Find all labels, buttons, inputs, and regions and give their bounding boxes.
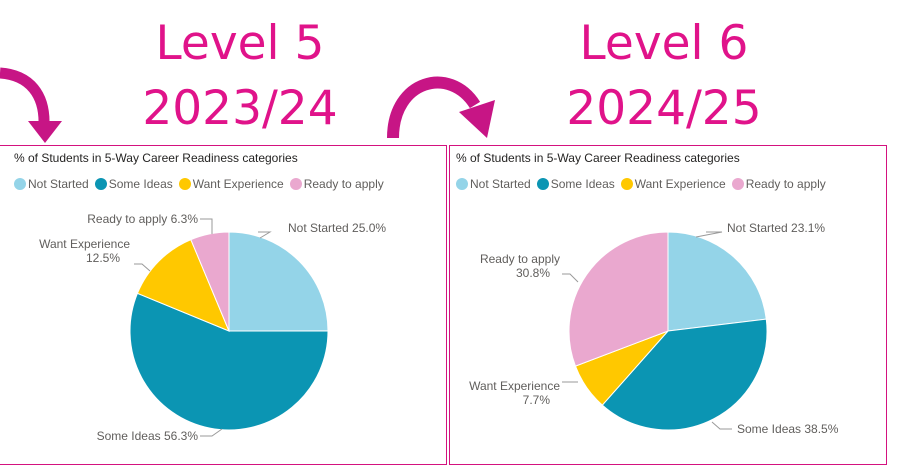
slice-ready-to-apply[interactable]	[568, 231, 669, 367]
level-5-heading: Level 5	[155, 16, 325, 71]
data-label-not-started: Not Started 25.0%	[288, 221, 386, 235]
legend-label: Want Experience	[192, 177, 284, 191]
slice-some-ideas[interactable]	[601, 318, 768, 431]
legend-item-want-experience[interactable]: Want Experience	[178, 177, 284, 191]
legend-item-not-started[interactable]: Not Started	[14, 177, 89, 191]
leader-line	[200, 428, 223, 437]
leader-line	[711, 421, 732, 430]
legend-dot	[14, 178, 26, 190]
legend-item-some-ideas[interactable]: Some Ideas	[536, 177, 615, 191]
middle-curved-arrow-icon	[387, 76, 495, 139]
legend-label: Want Experience	[634, 177, 726, 191]
left-chart-panel: % of Students in 5-Way Career Readiness …	[0, 145, 447, 465]
chart-title: % of Students in 5-Way Career Readiness …	[14, 151, 298, 165]
leader-line	[134, 263, 151, 272]
legend-label: Some Ideas	[550, 177, 615, 191]
slice-ready-to-apply[interactable]	[190, 231, 230, 332]
legend-item-want-experience[interactable]: Want Experience	[620, 177, 726, 191]
legend-label: Some Ideas	[108, 177, 173, 191]
legend-dot	[620, 178, 633, 190]
leader-line	[258, 231, 272, 239]
level-6-heading: Level 6	[579, 16, 749, 71]
chart-title: % of Students in 5-Way Career Readiness …	[456, 151, 740, 165]
slice-not-started[interactable]	[228, 231, 329, 332]
legend-dot	[289, 178, 302, 190]
legend-dot	[731, 178, 744, 190]
legend-label: Not Started	[28, 177, 89, 191]
legend-label: Ready to apply	[303, 177, 384, 191]
data-label-want-experience: Want Experience 12.5%	[39, 237, 130, 265]
legend-dot	[536, 178, 549, 190]
pie-chart-right: Not Started 23.1% Some Ideas 38.5% Want Ex…	[469, 221, 839, 436]
leader-line	[562, 273, 579, 283]
slice-some-ideas[interactable]	[129, 292, 329, 431]
data-label-some-ideas: Some Ideas 56.3%	[97, 429, 199, 443]
legend-label: Not Started	[470, 177, 531, 191]
data-label-ready-to-apply: Ready to apply 6.3%	[87, 212, 198, 226]
leader-line	[200, 218, 213, 234]
legend-dot	[456, 178, 468, 190]
data-label-want-experience: Want Experience 7.7%	[469, 379, 560, 407]
data-label-not-started: Not Started 23.1%	[727, 221, 825, 235]
legend-dot	[178, 178, 191, 190]
slice-not-started[interactable]	[667, 231, 767, 332]
legend-label: Ready to apply	[745, 177, 826, 191]
chart-legend: Not Started Some Ideas Want Experience R…	[14, 177, 390, 191]
legend-item-ready-to-apply[interactable]: Ready to apply	[731, 177, 826, 191]
leader-line	[695, 231, 723, 238]
slice-want-experience[interactable]	[136, 238, 230, 332]
legend-dot	[94, 178, 107, 190]
right-chart-panel: % of Students in 5-Way Career Readiness …	[449, 145, 887, 465]
year-2023-24-heading: 2023/24	[142, 81, 338, 136]
pie-chart-left: Not Started 25.0% Some Ideas 56.3% Want Ex…	[39, 212, 386, 443]
left-curved-arrow-icon	[0, 67, 62, 143]
chart-legend: Not Started Some Ideas Want Experience R…	[456, 177, 832, 191]
year-2024-25-heading: 2024/25	[566, 81, 762, 136]
legend-item-some-ideas[interactable]: Some Ideas	[94, 177, 173, 191]
legend-item-ready-to-apply[interactable]: Ready to apply	[289, 177, 384, 191]
data-label-some-ideas: Some Ideas 38.5%	[737, 422, 839, 436]
data-label-ready-to-apply: Ready to apply 30.8%	[480, 252, 560, 280]
legend-item-not-started[interactable]: Not Started	[456, 177, 531, 191]
